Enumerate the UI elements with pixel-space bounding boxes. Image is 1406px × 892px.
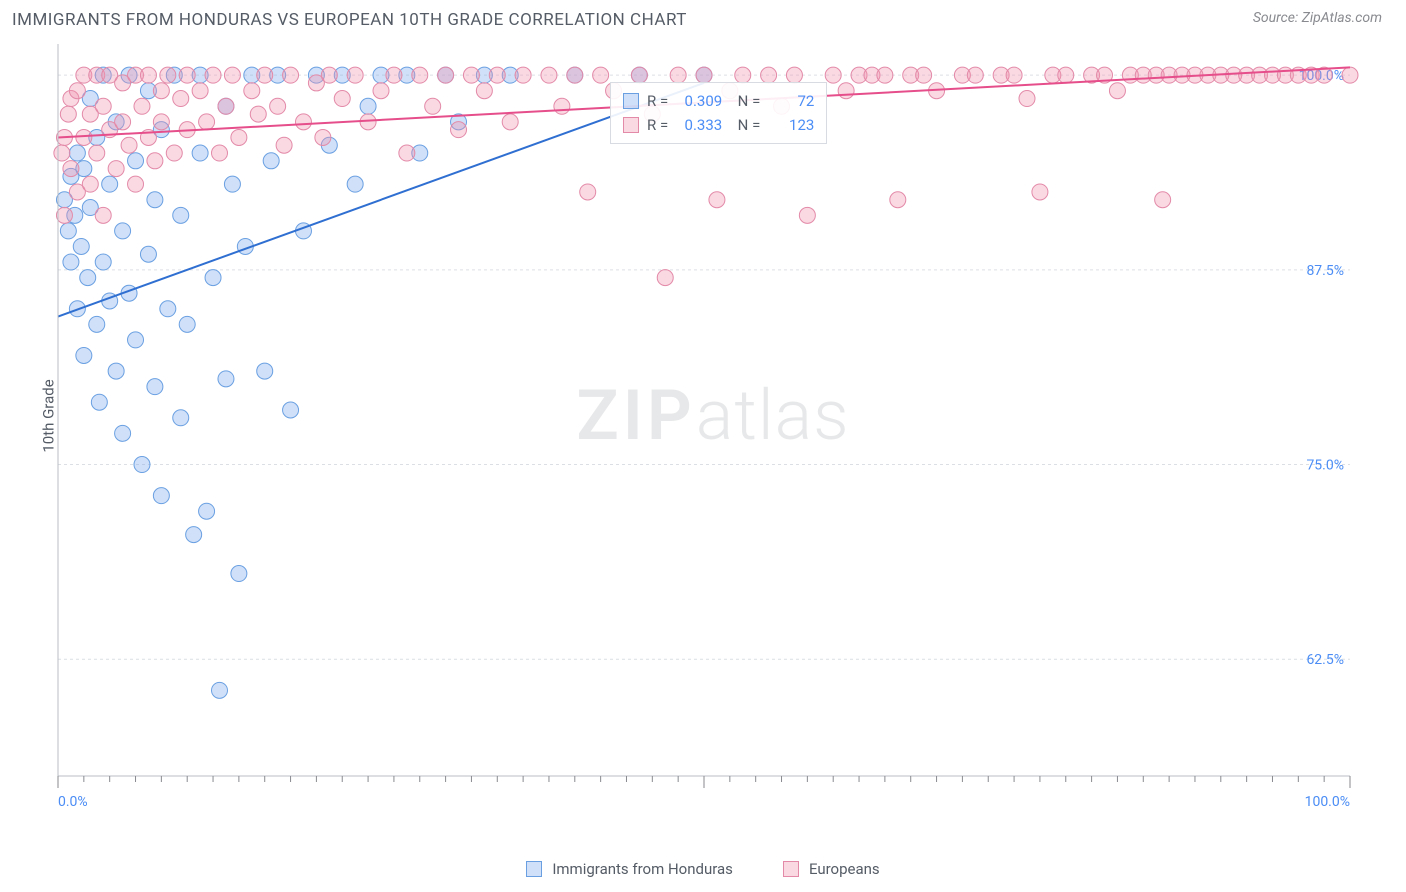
x-axis-end-labels: 0.0% 100.0%	[58, 794, 1350, 810]
n-label: N =	[730, 113, 760, 137]
source-label: Source: ZipAtlas.com	[1253, 10, 1382, 26]
legend-swatch	[623, 93, 639, 109]
y-axis-label: 10th Grade	[40, 379, 58, 452]
r-label: R =	[647, 113, 668, 137]
x-max-label: 100.0%	[1305, 794, 1350, 810]
legend-swatch	[783, 861, 799, 877]
legend-label: Immigrants from Honduras	[552, 860, 733, 878]
svg-text:75.0%: 75.0%	[1306, 458, 1344, 474]
legend-item: Europeans	[783, 860, 880, 878]
legend-label: Europeans	[809, 860, 880, 878]
svg-text:62.5%: 62.5%	[1306, 652, 1344, 668]
legend-item: Immigrants from Honduras	[526, 860, 733, 878]
n-value: 123	[768, 113, 814, 137]
chart-container: 10th Grade 62.5%75.0%87.5%100.0% ZIPatla…	[40, 36, 1386, 796]
stats-row: R = 0.333 N = 123	[623, 113, 814, 137]
r-label: R =	[647, 89, 668, 113]
chart-title: IMMIGRANTS FROM HONDURAS VS EUROPEAN 10T…	[12, 10, 687, 30]
r-value: 0.333	[676, 113, 722, 137]
r-value: 0.309	[676, 89, 722, 113]
scatter-chart: 62.5%75.0%87.5%100.0%	[40, 36, 1370, 796]
stats-legend-box: R = 0.309 N = 72 R = 0.333 N = 123	[610, 82, 827, 144]
n-value: 72	[768, 89, 814, 113]
legend-swatch	[526, 861, 542, 877]
stats-row: R = 0.309 N = 72	[623, 89, 814, 113]
x-min-label: 0.0%	[58, 794, 88, 810]
bottom-legend: Immigrants from Honduras Europeans	[0, 860, 1406, 878]
svg-text:87.5%: 87.5%	[1306, 263, 1344, 279]
legend-swatch	[623, 117, 639, 133]
n-label: N =	[730, 89, 760, 113]
